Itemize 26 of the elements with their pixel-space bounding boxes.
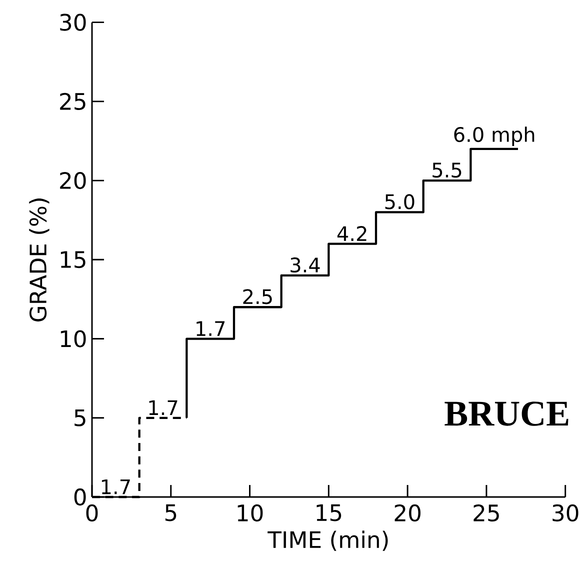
y-tick-label: 10 [60, 330, 86, 348]
x-tick-label: 15 [316, 504, 342, 522]
x-axis-title: TIME (min) [268, 530, 388, 551]
x-tick-label: 25 [474, 504, 499, 522]
x-tick-label: 20 [394, 504, 420, 522]
annotation: 5.0 [385, 194, 414, 210]
annotation: 1.7 [196, 321, 225, 336]
y-tick-label: 5 [74, 409, 86, 426]
x-tick-label: 10 [238, 504, 263, 522]
x-tick-label: 0 [86, 504, 98, 522]
y-tick-label: 30 [60, 14, 86, 31]
annotation: 6.0 mph [454, 126, 534, 146]
y-tick-label: 20 [60, 172, 86, 190]
annotation: 1.7 [102, 479, 130, 494]
annotation: 4.2 [337, 226, 366, 241]
y-tick-label: 15 [60, 251, 86, 268]
annotation: 5.5 [432, 162, 462, 178]
annotation: 1.7 [149, 400, 178, 415]
x-tick-label: 30 [552, 504, 578, 522]
x-tick-label: 5 [165, 504, 176, 522]
y-axis-title: GRADE (%) [29, 198, 50, 322]
y-tick-label: 25 [60, 92, 86, 110]
annotation: 3.4 [290, 257, 320, 273]
annotation: 2.5 [243, 289, 272, 304]
y-tick-label: 0 [74, 488, 86, 506]
annotation: BRUCE [444, 402, 568, 426]
